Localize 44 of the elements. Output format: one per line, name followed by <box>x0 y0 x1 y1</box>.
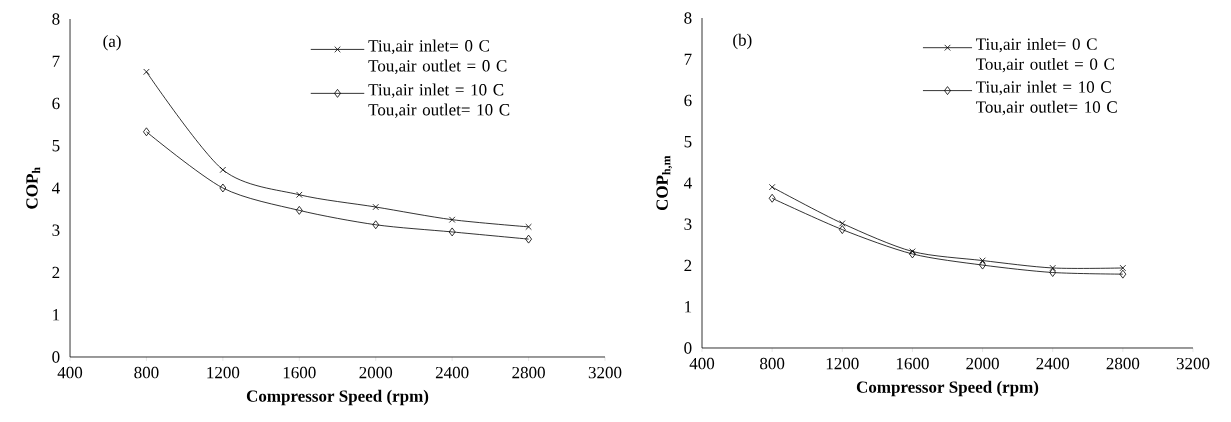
y-axis-title: COP$_{h}$ <box>26 167 41 209</box>
legend-label: Tiu,air inlet = 10 C Tou,air outlet= 10 C <box>976 80 1117 116</box>
x-tick-label: 2400 <box>1036 357 1070 370</box>
y-tick-label: 5 <box>684 136 692 148</box>
x-axis-title: Compressor Speed (rpm) <box>856 380 1039 397</box>
y-tick-label: 1 <box>685 301 692 313</box>
x-axis-title: Compressor Speed (rpm) <box>246 389 429 406</box>
annotation: (a) <box>103 35 121 51</box>
y-tick-label: 7 <box>52 55 60 67</box>
y-tick-label: 1 <box>53 309 60 321</box>
y-tick-label: 4 <box>51 182 60 194</box>
x-tick-label: 2800 <box>512 366 545 379</box>
x-tick-label: 400 <box>57 366 83 379</box>
x-tick-label: 400 <box>689 357 715 370</box>
y-tick-label: 6 <box>684 94 692 107</box>
x-tick-label: 2400 <box>435 366 469 379</box>
x-tick-label: 1600 <box>283 366 316 379</box>
x-tick-label: 2000 <box>966 357 999 370</box>
legend-label: Tiu,air inlet= 0 C Tou,air outlet = 0 C <box>368 39 507 75</box>
y-tick-label: 8 <box>684 12 692 24</box>
y-axis-title: COP$_{h,m}$ <box>656 155 673 211</box>
y-tick-label: 2 <box>52 266 60 279</box>
y-tick-label: 0 <box>684 342 692 354</box>
legend-label: Tiu,air inlet= 0 C Tou,air outlet = 0 C <box>976 37 1114 73</box>
x-tick-label: 1200 <box>207 366 240 379</box>
y-tick-label: 3 <box>52 224 60 236</box>
x-tick-label: 2000 <box>359 366 393 379</box>
x-tick-label: 2800 <box>1106 357 1140 370</box>
y-tick-label: 4 <box>683 177 692 189</box>
x-tick-label: 1600 <box>896 357 929 370</box>
y-tick-label: 2 <box>684 259 692 272</box>
annotation: (b) <box>733 33 752 50</box>
y-tick-label: 6 <box>52 97 60 110</box>
x-tick-label: 800 <box>134 366 159 379</box>
y-tick-label: 8 <box>52 13 60 25</box>
y-tick-label: 5 <box>52 140 60 152</box>
y-tick-label: 0 <box>52 351 60 363</box>
x-tick-label: 3200 <box>588 366 622 379</box>
x-tick-label: 3200 <box>1176 357 1210 370</box>
x-tick-label: 800 <box>760 357 785 370</box>
y-tick-label: 7 <box>684 53 692 65</box>
legend-label: Tiu,air inlet = 10 C Tou,air outlet= 10 C <box>368 83 510 118</box>
y-tick-label: 3 <box>684 218 692 230</box>
x-tick-label: 1200 <box>826 357 859 370</box>
